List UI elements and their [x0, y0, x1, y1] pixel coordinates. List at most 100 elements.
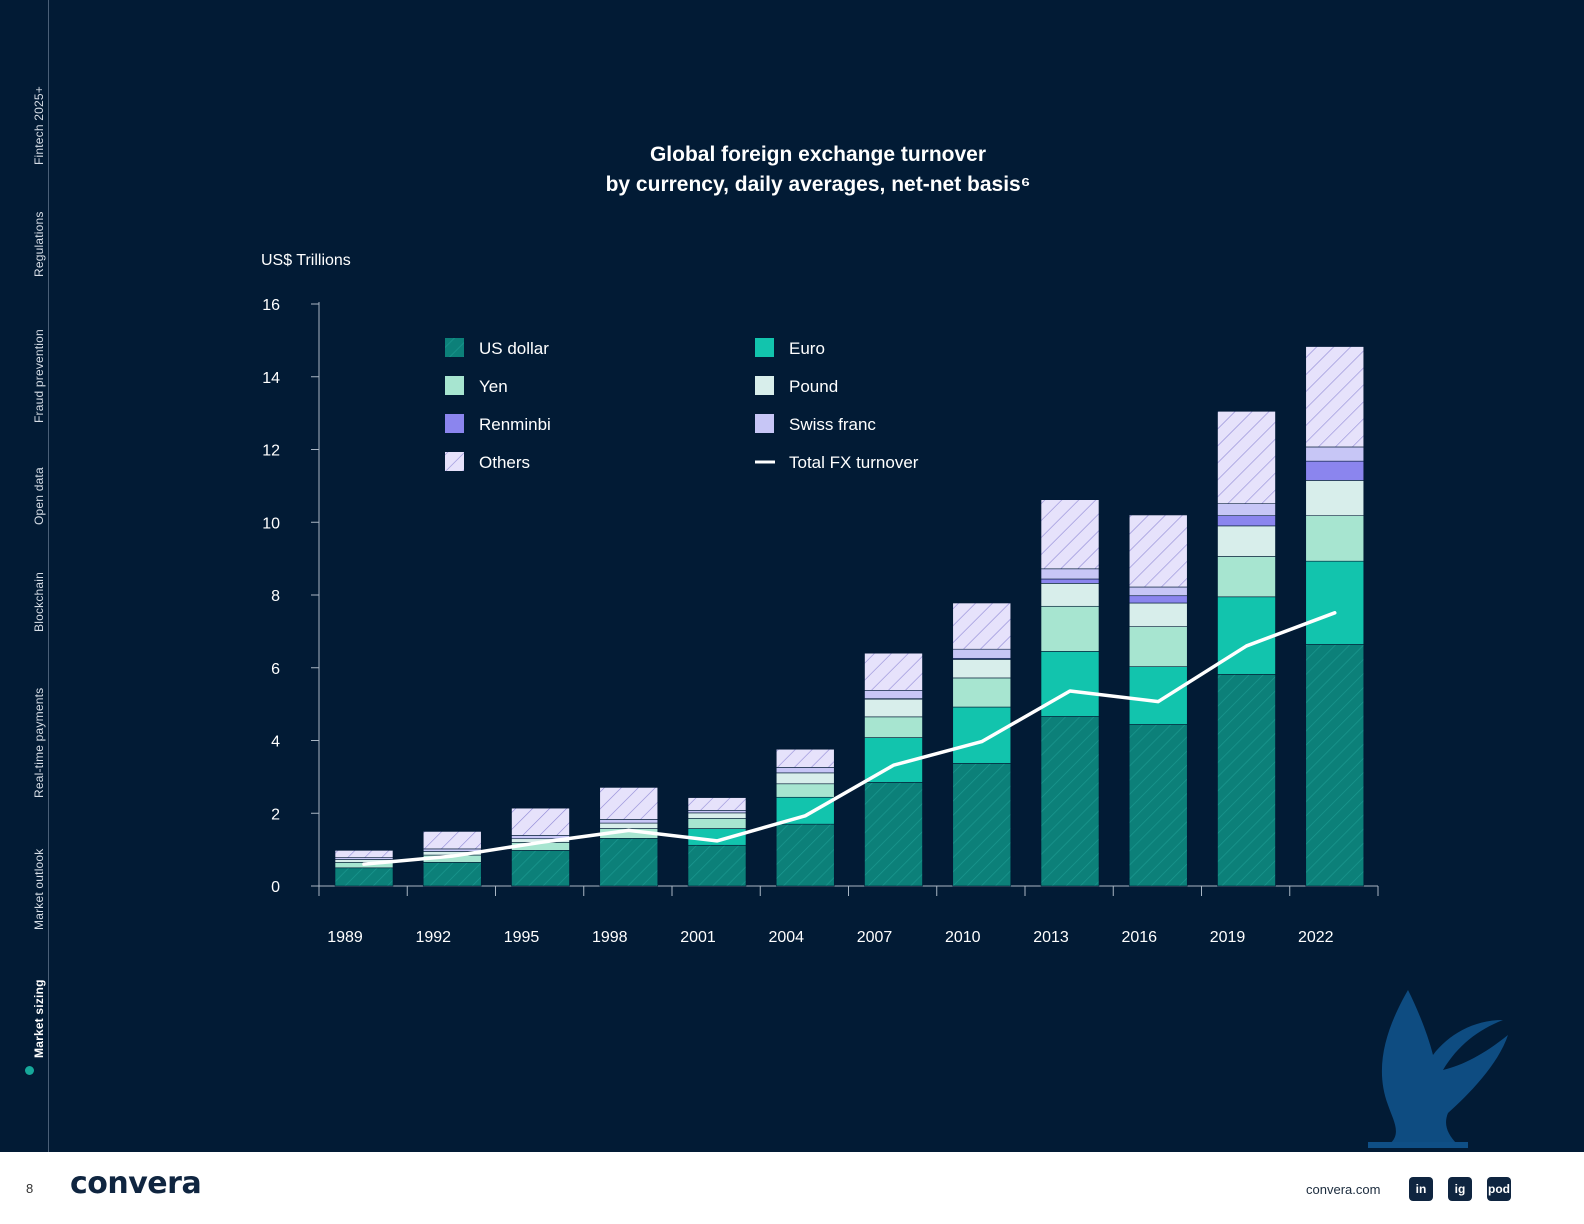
- bar-renminbi-2016[interactable]: [1128, 595, 1188, 604]
- bar-others-2004[interactable]: [775, 748, 835, 768]
- bar-pound-1998[interactable]: [599, 822, 659, 829]
- bar-others-1998[interactable]: [599, 787, 659, 820]
- bar-us_dollar-2001[interactable]: [687, 844, 747, 887]
- bar-pound-2001[interactable]: [687, 812, 747, 819]
- legend-label-swiss_franc: Swiss franc: [789, 415, 876, 434]
- bar-euro-2010[interactable]: [952, 706, 1012, 764]
- bar-others-1992[interactable]: [422, 831, 482, 850]
- bar-euro-2016[interactable]: [1128, 666, 1188, 725]
- bar-others-2016[interactable]: [1128, 514, 1188, 588]
- x-tick-label-1989: 1989: [327, 929, 363, 946]
- chart-title-line1: Global foreign exchange turnover: [649, 143, 987, 166]
- x-tick-label-2001: 2001: [680, 929, 716, 946]
- bar-renminbi-2022[interactable]: [1305, 460, 1365, 481]
- bar-pound-2016[interactable]: [1128, 602, 1188, 627]
- bar-yen-2010[interactable]: [952, 677, 1012, 708]
- eagle-watermark-icon: [1368, 990, 1508, 1148]
- line-point-2013: [1068, 689, 1072, 693]
- bar-yen-2019[interactable]: [1217, 556, 1276, 598]
- page-number: 8: [26, 1181, 34, 1196]
- bar-us_dollar-1989[interactable]: [334, 867, 394, 887]
- bar-us_dollar-1992[interactable]: [422, 862, 482, 887]
- bar-swiss_franc-2013[interactable]: [1040, 568, 1100, 580]
- line-point-2010: [980, 740, 984, 744]
- website-link[interactable]: convera.com: [1306, 1182, 1381, 1197]
- bar-swiss_franc-2010[interactable]: [952, 648, 1012, 659]
- bar-us_dollar-2016[interactable]: [1128, 724, 1188, 887]
- podcast-icon[interactable]: pod: [1487, 1177, 1511, 1201]
- bar-pound-2013[interactable]: [1040, 583, 1100, 607]
- bar-others-2022[interactable]: [1305, 346, 1365, 448]
- bar-us_dollar-1998[interactable]: [599, 838, 659, 887]
- bar-us_dollar-1995[interactable]: [511, 850, 570, 887]
- bar-swiss_franc-2022[interactable]: [1305, 446, 1365, 462]
- y-tick-label-4: 4: [271, 734, 280, 751]
- bar-yen-2016[interactable]: [1128, 626, 1188, 667]
- stacked-bar-chart: 0 2 4 6 8 10 12 14 16 1989 1992 1995 1998 2001 2004 200…: [262, 297, 1379, 946]
- bar-yen-2013[interactable]: [1040, 605, 1100, 652]
- total-fx-turnover-line[interactable]: [362, 611, 1337, 866]
- y-tick-label-2: 2: [271, 806, 280, 823]
- bar-pound-2010[interactable]: [952, 659, 1012, 679]
- line-point-1992: [450, 854, 454, 858]
- chart-title-line2: by currency, daily averages, net-net bas…: [605, 173, 1031, 196]
- legend-label-euro: Euro: [789, 339, 825, 358]
- line-point-1995: [539, 840, 542, 844]
- bar-swiss_franc-2007[interactable]: [864, 690, 923, 699]
- x-tick-label-1992: 1992: [415, 929, 451, 946]
- bar-others-2001[interactable]: [687, 797, 747, 811]
- x-tick-label-2019: 2019: [1210, 929, 1246, 946]
- bar-swiss_franc-2016[interactable]: [1128, 586, 1188, 597]
- bar-others-2013[interactable]: [1040, 499, 1100, 570]
- bar-renminbi-2013[interactable]: [1040, 578, 1100, 584]
- bar-swiss_franc-2004[interactable]: [775, 767, 835, 774]
- line-point-2019: [1245, 644, 1248, 648]
- bar-others-2010[interactable]: [952, 602, 1012, 650]
- line-point-2022: [1333, 611, 1337, 615]
- legend-label-others: Others: [479, 453, 530, 472]
- x-tick-label-2007: 2007: [857, 929, 893, 946]
- convera-logo[interactable]: convera: [70, 1166, 202, 1201]
- bar-yen-2007[interactable]: [864, 716, 923, 738]
- legend-label-us_dollar: US dollar: [479, 339, 549, 358]
- bar-us_dollar-2004[interactable]: [775, 823, 835, 887]
- bar-euro-2019[interactable]: [1217, 596, 1276, 675]
- legend-label-pound: Pound: [789, 377, 838, 396]
- bar-swiss_franc-2019[interactable]: [1217, 503, 1276, 517]
- bar-yen-2001[interactable]: [687, 818, 747, 829]
- bar-us_dollar-2010[interactable]: [952, 763, 1012, 887]
- bar-yen-2022[interactable]: [1305, 515, 1365, 562]
- bar-swiss_franc-1998[interactable]: [599, 819, 659, 824]
- x-tick-label-2016: 2016: [1121, 929, 1157, 946]
- x-tick-label-2010: 2010: [945, 929, 981, 946]
- bar-others-2019[interactable]: [1217, 411, 1276, 504]
- x-tick-label-2022: 2022: [1298, 929, 1334, 946]
- bar-pound-2022[interactable]: [1305, 480, 1365, 517]
- bar-euro-2022[interactable]: [1305, 560, 1365, 645]
- line-point-1998: [627, 828, 631, 832]
- y-tick-label-16: 16: [262, 297, 280, 314]
- bar-us_dollar-2013[interactable]: [1040, 716, 1100, 887]
- bar-others-1989[interactable]: [334, 850, 394, 858]
- bar-pound-2004[interactable]: [775, 772, 835, 785]
- bar-yen-2004[interactable]: [775, 783, 835, 798]
- bar-swiss_franc-1992[interactable]: [422, 848, 482, 852]
- line-point-2004: [803, 814, 807, 818]
- legend-swatch-others: [445, 452, 464, 471]
- linkedin-icon[interactable]: in: [1409, 1177, 1433, 1201]
- legend-label-yen: Yen: [479, 377, 508, 396]
- bar-others-1995[interactable]: [511, 807, 570, 836]
- bar-us_dollar-2022[interactable]: [1305, 644, 1365, 887]
- bar-euro-2013[interactable]: [1040, 651, 1100, 717]
- bar-pound-2007[interactable]: [864, 698, 923, 718]
- legend-label-line: Total FX turnover: [789, 453, 919, 472]
- instagram-icon[interactable]: ig: [1448, 1177, 1472, 1201]
- bar-us_dollar-2019[interactable]: [1217, 673, 1276, 887]
- bar-others-2007[interactable]: [864, 652, 923, 691]
- bar-swiss_franc-2001[interactable]: [687, 810, 747, 814]
- bar-us_dollar-2007[interactable]: [864, 782, 923, 887]
- bar-renminbi-2019[interactable]: [1217, 515, 1276, 527]
- legend-swatch-swiss_franc: [755, 414, 774, 433]
- bar-pound-2019[interactable]: [1217, 525, 1276, 557]
- y-tick-label-8: 8: [271, 588, 280, 605]
